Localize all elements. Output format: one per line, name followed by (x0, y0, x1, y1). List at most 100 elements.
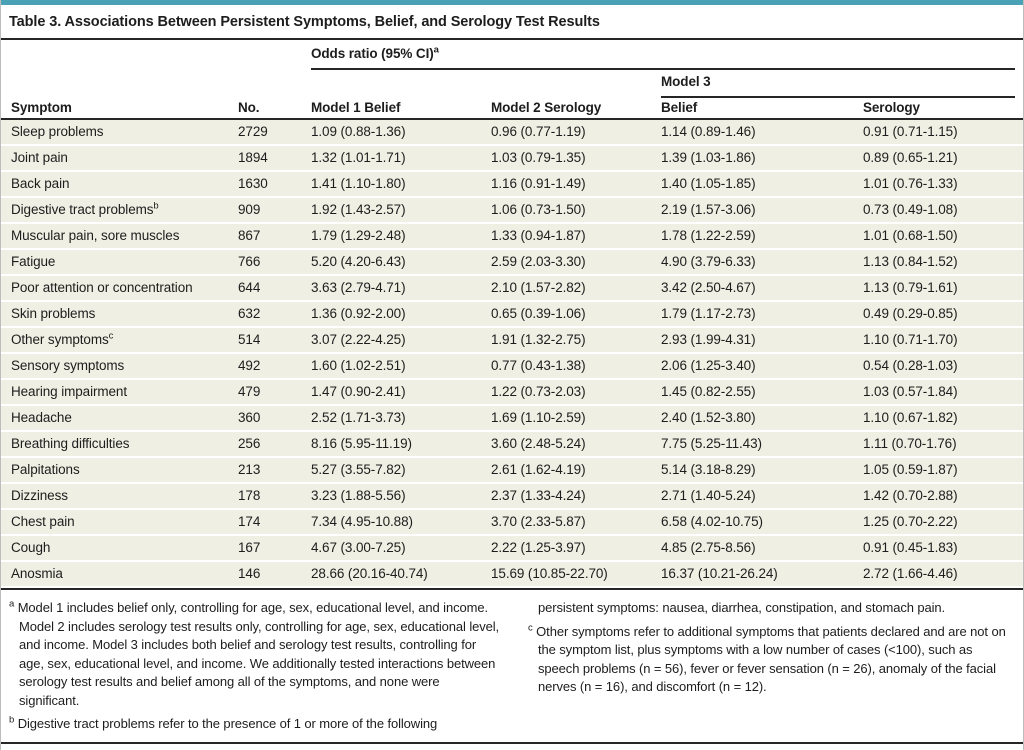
symptom-cell: Joint pain (11, 150, 68, 165)
no-cell: 178 (238, 488, 261, 503)
symptom-cell: Muscular pain, sore muscles (11, 228, 180, 243)
model3-serology-cell: 0.91 (0.71-1.15) (863, 124, 958, 139)
model3-belief-cell: 5.14 (3.18-8.29) (661, 462, 756, 477)
no-cell: 514 (238, 332, 261, 347)
model2-cell: 1.69 (1.10-2.59) (491, 410, 586, 425)
no-cell: 909 (238, 202, 261, 217)
model3-serology-cell: 0.73 (0.49-1.08) (863, 202, 958, 217)
footnote-text: Other symptoms refer to additional sympt… (536, 623, 1006, 695)
model3-group-rule (661, 96, 1015, 98)
model1-cell: 1.92 (1.43-2.57) (311, 202, 406, 217)
model3-serology-cell: 1.05 (0.59-1.87) (863, 462, 958, 477)
model3-belief-cell: 1.79 (1.17-2.73) (661, 306, 756, 321)
model1-cell: 8.16 (5.95-11.19) (311, 436, 412, 451)
footnote-text: Model 1 includes belief only, controllin… (17, 600, 500, 708)
table-row: Cough 167 4.67 (3.00-7.25) 2.22 (1.25-3.97)… (1, 536, 1023, 562)
footnote: a Model 1 includes belief only, controll… (9, 599, 501, 710)
divider-under-title (1, 38, 1023, 40)
model1-cell: 3.07 (2.22-4.25) (311, 332, 406, 347)
odds-ratio-label: Odds ratio (95% CI) (311, 46, 434, 61)
odds-ratio-group-rule (311, 68, 1015, 70)
model3-belief-cell: 1.39 (1.03-1.86) (661, 150, 756, 165)
table-row: Sensory symptoms 492 1.60 (1.02-2.51) 0.77 … (1, 354, 1023, 380)
model1-cell: 1.60 (1.02-2.51) (311, 358, 406, 373)
no-cell: 644 (238, 280, 261, 295)
footnote-marker: c (108, 330, 114, 342)
model2-cell: 3.70 (2.33-5.87) (491, 514, 586, 529)
no-cell: 146 (238, 566, 261, 581)
model2-cell: 2.10 (1.57-2.82) (491, 280, 586, 295)
model2-cell: 1.03 (0.79-1.35) (491, 150, 586, 165)
symptom-cell: Chest pain (11, 514, 75, 529)
symptom-cell: Headache (11, 410, 72, 425)
symptom-cell: Poor attention or concentration (11, 280, 193, 295)
divider-under-headers (1, 118, 1023, 120)
no-cell: 766 (238, 254, 261, 269)
symptom-cell: Palpitations (11, 462, 80, 477)
table-row: Sleep problems 2729 1.09 (0.88-1.36) 0.96 (… (1, 120, 1023, 146)
footnote: persistent symptoms: nausea, diarrhea, c… (528, 599, 1015, 618)
model3-serology-cell: 1.13 (0.84-1.52) (863, 254, 958, 269)
table-row: Joint pain 1894 1.32 (1.01-1.71) 1.03 (0.79… (1, 146, 1023, 172)
model2-cell: 1.91 (1.32-2.75) (491, 332, 586, 347)
model3-serology-cell: 0.89 (0.65-1.21) (863, 150, 958, 165)
model3-serology-cell: 1.42 (0.70-2.88) (863, 488, 958, 503)
table-row: Back pain 1630 1.41 (1.10-1.80) 1.16 (0.91-… (1, 172, 1023, 198)
no-cell: 256 (238, 436, 261, 451)
model3-group-label: Model 3 (661, 74, 711, 89)
symptom-cell: Breathing difficulties (11, 436, 130, 451)
table-row: Anosmia 146 28.66 (20.16-40.74) 15.69 (10.8… (1, 562, 1023, 588)
model3-serology-cell: 1.25 (0.70-2.22) (863, 514, 958, 529)
footnote: b Digestive tract problems refer to the … (9, 715, 501, 734)
col-header-model2: Model 2 Serology (491, 100, 602, 115)
model3-serology-cell: 1.10 (0.67-1.82) (863, 410, 958, 425)
table-header: Odds ratio (95% CI)a Model 3 Symptom No.… (1, 40, 1023, 118)
model1-cell: 1.47 (0.90-2.41) (311, 384, 406, 399)
model1-cell: 5.27 (3.55-7.82) (311, 462, 406, 477)
model3-belief-cell: 2.93 (1.99-4.31) (661, 332, 756, 347)
model3-belief-cell: 2.40 (1.52-3.80) (661, 410, 756, 425)
model3-belief-cell: 7.75 (5.25-11.43) (661, 436, 762, 451)
table-row: Poor attention or concentration 644 3.63 (… (1, 276, 1023, 302)
footnotes: a Model 1 includes belief only, controll… (1, 590, 1023, 742)
symptom-cell: Cough (11, 540, 51, 555)
divider-under-table (1, 588, 1023, 590)
no-cell: 174 (238, 514, 261, 529)
model1-cell: 28.66 (20.16-40.74) (311, 566, 428, 581)
table-row: Dizziness 178 3.23 (1.88-5.56) 2.37 (1.33-4… (1, 484, 1023, 510)
table-row: Palpitations 213 5.27 (3.55-7.82) 2.61 (1.6… (1, 458, 1023, 484)
model1-cell: 5.20 (4.20-6.43) (311, 254, 406, 269)
footnote-marker: a (433, 44, 439, 56)
model2-cell: 3.60 (2.48-5.24) (491, 436, 586, 451)
col-header-model3-serology: Serology (863, 100, 920, 115)
footnote-marker: c (528, 622, 533, 634)
model2-cell: 2.61 (1.62-4.19) (491, 462, 586, 477)
footnote-text: Digestive tract problems refer to the pr… (17, 716, 438, 731)
no-cell: 479 (238, 384, 261, 399)
model3-belief-cell: 1.14 (0.89-1.46) (661, 124, 756, 139)
model3-belief-cell: 6.58 (4.02-10.75) (661, 514, 763, 529)
model3-serology-cell: 1.03 (0.57-1.84) (863, 384, 958, 399)
model2-cell: 15.69 (10.85-22.70) (491, 566, 608, 581)
model2-cell: 0.65 (0.39-1.06) (491, 306, 586, 321)
model1-cell: 3.63 (2.79-4.71) (311, 280, 406, 295)
no-cell: 1630 (238, 176, 268, 191)
model3-belief-cell: 4.90 (3.79-6.33) (661, 254, 756, 269)
no-cell: 632 (238, 306, 261, 321)
model1-cell: 1.32 (1.01-1.71) (311, 150, 406, 165)
col-header-symptom: Symptom (11, 100, 72, 115)
symptom-cell: Anosmia (11, 566, 63, 581)
model3-belief-cell: 2.71 (1.40-5.24) (661, 488, 756, 503)
symptom-cell: Other symptomsc (11, 330, 114, 347)
model3-serology-cell: 1.01 (0.68-1.50) (863, 228, 958, 243)
table-row: Headache 360 2.52 (1.71-3.73) 1.69 (1.10-2.… (1, 406, 1023, 432)
table-row: Skin problems 632 1.36 (0.92-2.00) 0.65 (0.… (1, 302, 1023, 328)
model3-serology-cell: 0.91 (0.45-1.83) (863, 540, 958, 555)
model3-serology-cell: 1.01 (0.76-1.33) (863, 176, 958, 191)
model3-belief-cell: 1.78 (1.22-2.59) (661, 228, 756, 243)
table-row: Digestive tract problemsb 909 1.92 (1.43-2… (1, 198, 1023, 224)
table-row: Other symptomsc 514 3.07 (2.22-4.25) 1.91 (… (1, 328, 1023, 354)
column-headers: Symptom No. Model 1 Belief Model 2 Serol… (1, 100, 1023, 115)
symptom-cell: Sensory symptoms (11, 358, 125, 373)
title-area: Table 3. Associations Between Persistent… (1, 5, 1023, 38)
